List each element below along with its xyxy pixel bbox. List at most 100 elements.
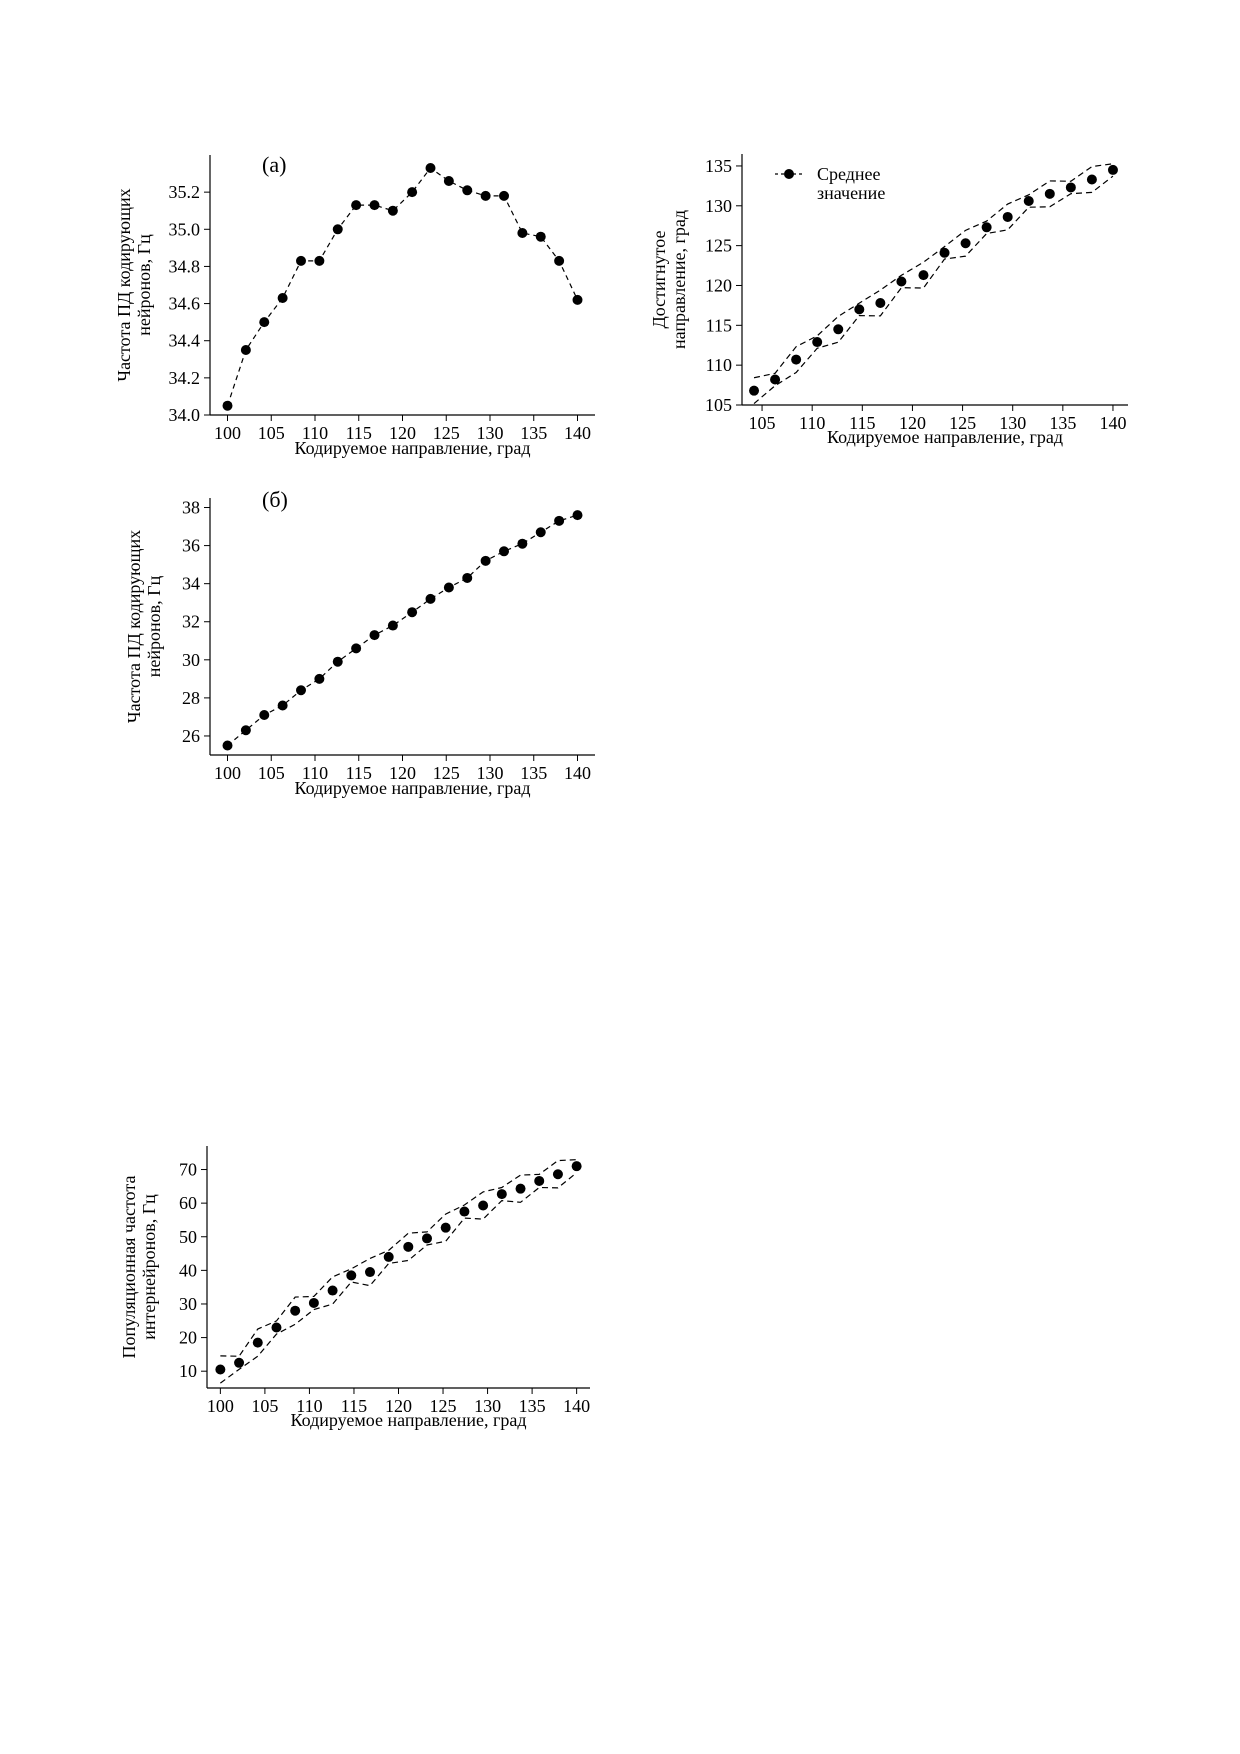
x-axis-label: Кодируемое направление, град [294,778,530,798]
series-line [227,514,578,746]
data-point [1002,211,1013,222]
x-tick-label: 115 [849,413,875,433]
data-point [443,176,454,186]
x-tick-label: 120 [899,413,926,433]
y-tick-label: 34.4 [169,331,201,351]
y-tick-label: 35.2 [169,182,201,202]
y-tick-label: 36 [182,536,200,556]
x-tick-label: 125 [949,413,976,433]
y-tick-label: 34.2 [169,368,201,388]
legend-marker [784,169,794,179]
data-point [332,224,343,235]
x-tick-label: 125 [433,763,460,783]
data-point [534,1175,545,1186]
x-axis-label: Кодируемое направление, град [294,438,530,458]
data-point [443,582,454,593]
data-point [369,200,380,211]
data-point [422,1233,433,1244]
data-point [960,238,971,249]
data-point [425,593,436,604]
y-tick-label: 50 [179,1227,197,1247]
x-tick-label: 105 [749,413,776,433]
y-tick-label: 40 [179,1260,197,1280]
chart-d-group: 100 105 110 115 120 125 130 135 140 10 20 30 40 50 60 7… [119,1146,590,1430]
y-tick-label: 60 [179,1193,197,1213]
data-point [364,1267,375,1278]
data-point [459,1206,470,1217]
y-tick-label: 28 [182,688,200,708]
y-tick-label: 70 [179,1160,197,1180]
data-point [308,1297,319,1308]
x-tick-label: 125 [433,423,460,443]
data-point [499,546,509,557]
data-point [939,247,950,258]
data-point [222,400,233,411]
data-point [351,200,362,211]
data-point [496,1189,507,1200]
data-point [240,725,251,736]
y-tick-label: 110 [706,355,732,375]
x-tick-label: 110 [302,763,328,783]
x-tick-label: 100 [207,1396,234,1416]
data-point [1086,174,1097,185]
data-point [215,1364,226,1375]
data-point [918,270,929,281]
data-point [252,1337,263,1348]
x-axis-label: Кодируемое направление, град [290,1410,526,1430]
y-axis-label-line: направление, град [669,210,689,349]
data-point [749,385,760,396]
x-tick-label: 115 [341,1396,367,1416]
data-point [480,555,491,566]
data-point [383,1251,394,1262]
data-point [535,527,546,538]
data-point [462,185,473,196]
x-tick-label: 100 [214,763,241,783]
y-tick-label: 32 [182,612,200,632]
data-point [351,643,362,654]
data-point [271,1322,282,1333]
y-tick-label: 35.0 [169,219,201,239]
data-point [407,607,418,618]
data-point [517,538,528,549]
x-tick-label: 140 [564,423,591,443]
y-tick-label: 34.8 [169,256,201,276]
y-tick-label: 34 [182,574,200,594]
data-point [1023,196,1034,207]
data-point [277,293,288,303]
band-upper-line [753,163,1114,379]
y-axis-label-line: Достигнутое [649,230,669,328]
data-point [403,1241,414,1252]
y-tick-label: 20 [179,1328,197,1348]
y-tick-label: 130 [705,196,732,216]
data-point [346,1270,357,1281]
x-tick-label: 130 [999,413,1026,433]
x-tick-label: 140 [1099,413,1126,433]
panel-label: (а) [262,152,286,177]
chart-b-group: 100 105 110 115 120 125 130 135 140 26 28 30 32 34 36 3… [124,487,595,798]
chart-a-group: 100 105 110 115 120 125 130 135 140 34.0 34.2 34.4 3… [114,152,595,458]
series-line [226,167,579,406]
data-point [259,710,270,721]
y-tick-label: 38 [182,498,200,518]
y-tick-label: 34.0 [169,405,201,425]
band-lower-line [753,175,1114,405]
band-lower-line [220,1172,578,1384]
data-point [554,255,565,266]
data-point [478,1200,489,1211]
data-point [515,1183,526,1194]
data-point [369,630,380,641]
y-tick-label: 30 [182,650,200,670]
x-tick-label: 135 [1049,413,1076,433]
data-point [387,205,398,216]
x-tick-label: 135 [520,423,547,443]
y-tick-label: 26 [182,726,200,746]
y-tick-label: 125 [705,236,732,256]
y-axis-label-line: интернейронов, Гц [139,1194,159,1340]
data-point [222,740,233,751]
y-axis-label-line: Популяционная частота [119,1176,139,1359]
data-point [296,255,306,266]
panel-label: (б) [262,487,288,512]
data-point [875,298,886,309]
data-point [259,317,270,328]
